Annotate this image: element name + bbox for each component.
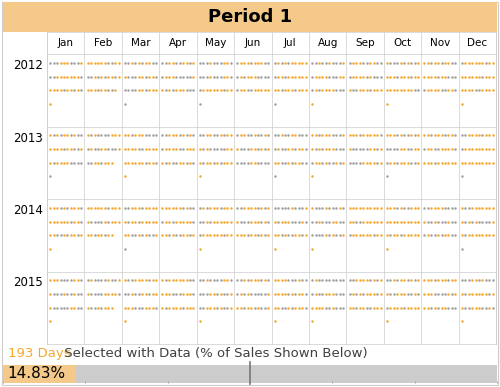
Text: 2013: 2013 xyxy=(13,132,43,144)
Text: Jul: Jul xyxy=(284,38,296,48)
Text: Feb: Feb xyxy=(94,38,112,48)
Text: 14.83%: 14.83% xyxy=(7,366,65,382)
Text: Oct: Oct xyxy=(394,38,411,48)
Text: Aug: Aug xyxy=(318,38,338,48)
Text: Nov: Nov xyxy=(430,38,450,48)
Bar xyxy=(3,365,497,383)
Text: Mar: Mar xyxy=(130,38,150,48)
Text: Apr: Apr xyxy=(169,38,187,48)
Bar xyxy=(3,365,76,383)
Text: Selected with Data (% of Sales Shown Below): Selected with Data (% of Sales Shown Bel… xyxy=(60,348,368,361)
Text: 2014: 2014 xyxy=(13,204,43,217)
Text: May: May xyxy=(204,38,226,48)
Text: 2015: 2015 xyxy=(13,276,43,289)
Text: Jun: Jun xyxy=(244,38,261,48)
Text: 2012: 2012 xyxy=(13,59,43,72)
Text: Sep: Sep xyxy=(355,38,375,48)
Text: Jan: Jan xyxy=(58,38,74,48)
Text: Dec: Dec xyxy=(467,38,487,48)
Text: 193 Days: 193 Days xyxy=(8,348,70,361)
Bar xyxy=(3,2,497,32)
Text: Period 1: Period 1 xyxy=(208,8,292,26)
